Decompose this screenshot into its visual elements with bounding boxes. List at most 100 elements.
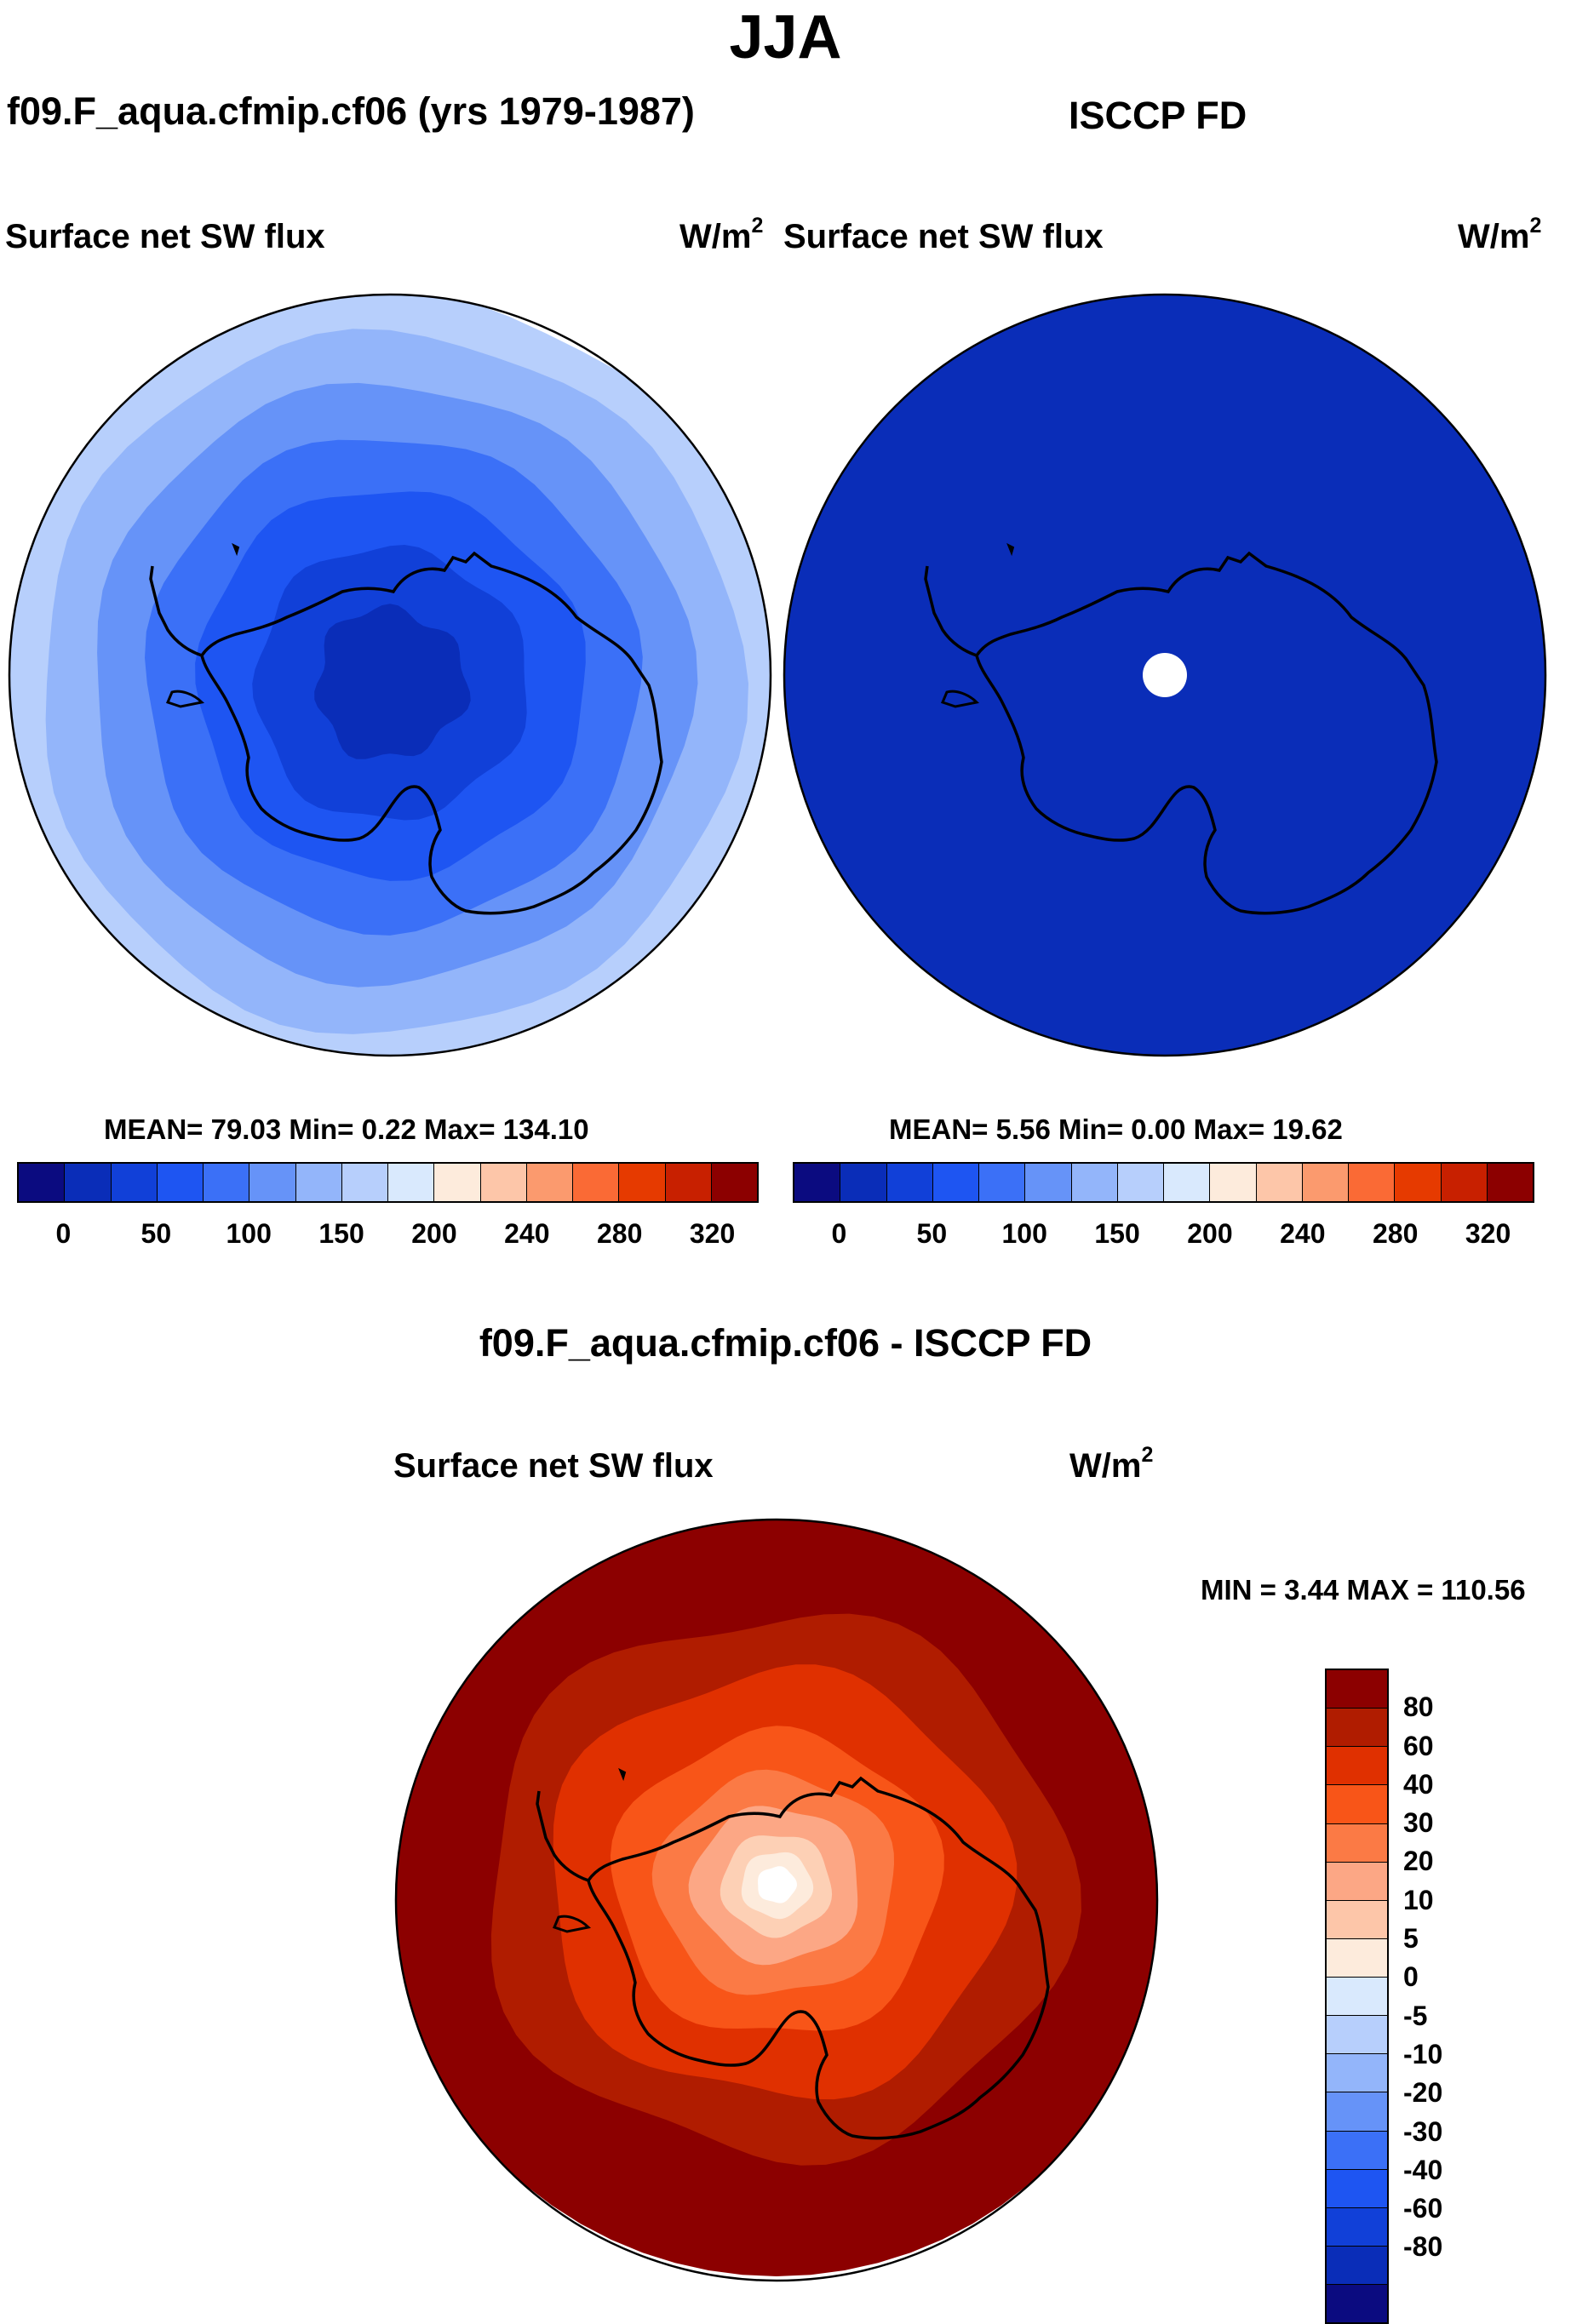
colorbar-swatch (840, 1164, 887, 1201)
colorbar-swatch (1210, 1164, 1257, 1201)
colorbar-swatch (1327, 1900, 1387, 1939)
colorbar-swatch (665, 1164, 712, 1201)
colorbar-swatch (1327, 2169, 1387, 2208)
colorbar-tick-label: 320 (1465, 1218, 1511, 1249)
colorbar-tick-label: 320 (689, 1218, 736, 1249)
colorbar-tick-label: -40 (1403, 2154, 1443, 2185)
colorbar-tick-label: -10 (1403, 2038, 1443, 2069)
colorbar-swatch (1327, 1823, 1387, 1863)
colorbar-swatch (1327, 1670, 1387, 1709)
colorbar-swatch (1327, 1785, 1387, 1824)
colorbar-swatch (886, 1164, 933, 1201)
colorbar-tick-label: 20 (1403, 1846, 1434, 1877)
colorbar-swatch (932, 1164, 979, 1201)
model-contour-band (314, 604, 471, 759)
colorbar-swatch (295, 1164, 342, 1201)
colorbar-tick-label: 240 (504, 1218, 550, 1249)
colorbar-swatch (111, 1164, 158, 1201)
colorbar-swatch (157, 1164, 204, 1201)
difference-colorbar (1325, 1669, 1389, 2324)
colorbar-swatch (573, 1164, 620, 1201)
colorbar-swatch (979, 1164, 1026, 1201)
model-title: f09.F_aqua.cfmip.cf06 (yrs 1979-1987) (7, 89, 695, 133)
difference-units-label: W/m2 (1069, 1443, 1154, 1485)
colorbar-tick-label: -60 (1403, 2193, 1443, 2224)
colorbar-swatch (19, 1164, 66, 1201)
colorbar-swatch (204, 1164, 250, 1201)
colorbar-tick-label: 240 (1280, 1218, 1326, 1249)
colorbar-swatch (480, 1164, 527, 1201)
colorbar-swatch (388, 1164, 435, 1201)
colorbar-tick-label: 60 (1403, 1730, 1434, 1761)
colorbar-swatch (1327, 2285, 1387, 2323)
obs-title: ISCCP FD (1069, 94, 1247, 137)
colorbar-tick-label: 0 (55, 1218, 72, 1249)
colorbar-swatch (619, 1164, 666, 1201)
colorbar-tick-label: 40 (1403, 1768, 1434, 1800)
colorbar-tick-label: -20 (1403, 2077, 1443, 2109)
difference-title: f09.F_aqua.cfmip.cf06 - ISCCP FD (479, 1321, 1092, 1365)
colorbar-tick-label: 280 (1372, 1218, 1419, 1249)
colorbar-tick-label: -80 (1403, 2231, 1443, 2263)
colorbar-swatch (1349, 1164, 1396, 1201)
colorbar-tick-label: 50 (916, 1218, 948, 1249)
season-title: JJA (729, 3, 842, 72)
colorbar-tick-label: 150 (318, 1218, 364, 1249)
colorbar-swatch (1025, 1164, 1072, 1201)
colorbar-tick-label: 150 (1094, 1218, 1140, 1249)
colorbar-swatch (1327, 1747, 1387, 1786)
colorbar-swatch (1327, 2131, 1387, 2170)
colorbar-tick-label: 10 (1403, 1884, 1434, 1915)
colorbar-tick-label: 100 (1001, 1218, 1047, 1249)
obs-variable-label: Surface net SW flux (783, 218, 1104, 255)
colorbar-tick-label: 30 (1403, 1807, 1434, 1839)
model-colorbar (17, 1162, 759, 1203)
colorbar-tick-label: 280 (596, 1218, 643, 1249)
colorbar-swatch (1302, 1164, 1349, 1201)
colorbar-tick-label: 200 (411, 1218, 457, 1249)
colorbar-swatch (249, 1164, 296, 1201)
colorbar-swatch (1327, 2092, 1387, 2132)
colorbar-swatch (526, 1164, 573, 1201)
colorbar-tick-label: 80 (1403, 1691, 1434, 1723)
colorbar-tick-label: 5 (1403, 1923, 1419, 1955)
colorbar-swatch (1164, 1164, 1211, 1201)
colorbar-tick-label: 100 (226, 1218, 272, 1249)
colorbar-swatch (1327, 1709, 1387, 1748)
colorbar-swatch (1117, 1164, 1164, 1201)
colorbar-swatch (1441, 1164, 1488, 1201)
colorbar-swatch (1327, 2016, 1387, 2055)
colorbar-swatch (1327, 1862, 1387, 1901)
obs-colorbar (793, 1162, 1534, 1203)
model-stats: MEAN= 79.03 Min= 0.22 Max= 134.10 (104, 1113, 589, 1145)
colorbar-tick-label: 0 (831, 1218, 847, 1249)
colorbar-swatch (434, 1164, 481, 1201)
difference-minmax: MIN = 3.44 MAX = 110.56 (1201, 1574, 1526, 1606)
colorbar-swatch (794, 1164, 841, 1201)
colorbar-swatch (1327, 2207, 1387, 2247)
colorbar-swatch (1327, 1938, 1387, 1978)
colorbar-tick-label: -5 (1403, 2000, 1428, 2031)
colorbar-swatch (1327, 2054, 1387, 2093)
obs-units-label: W/m2 (1458, 214, 1542, 255)
colorbar-swatch (1071, 1164, 1118, 1201)
obs-stats: MEAN= 5.56 Min= 0.00 Max= 19.62 (889, 1113, 1343, 1145)
model-variable-label: Surface net SW flux (5, 218, 325, 255)
colorbar-swatch (1487, 1164, 1533, 1201)
colorbar-swatch (1256, 1164, 1303, 1201)
colorbar-swatch (65, 1164, 112, 1201)
colorbar-swatch (1327, 2246, 1387, 2285)
colorbar-tick-label: -30 (1403, 2115, 1443, 2147)
difference-variable-label: Surface net SW flux (393, 1447, 714, 1485)
model-units-label: W/m2 (679, 214, 764, 255)
colorbar-tick-label: 200 (1187, 1218, 1233, 1249)
colorbar-tick-label: 50 (140, 1218, 172, 1249)
difference-contour-band (758, 1866, 797, 1903)
colorbar-swatch (711, 1164, 757, 1201)
colorbar-swatch (341, 1164, 388, 1201)
colorbar-swatch (1395, 1164, 1442, 1201)
colorbar-tick-label: 0 (1403, 1961, 1419, 1993)
